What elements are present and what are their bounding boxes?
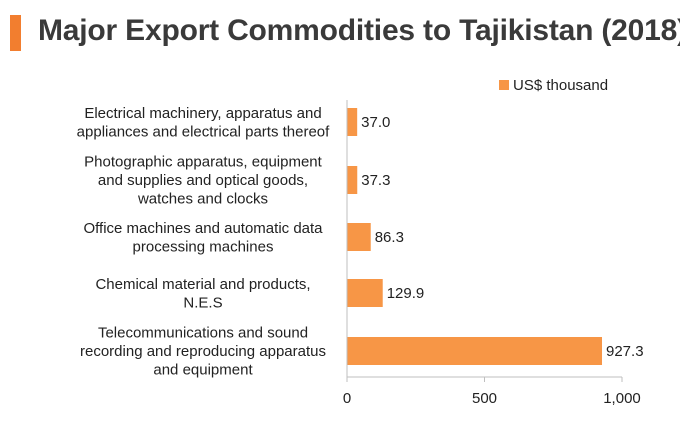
category-label: Office machines and automatic data proces… [83,220,323,256]
category-label: Chemical material and products, N.E.S [95,276,310,312]
legend-label: US$ thousand [513,77,608,94]
bar [347,223,371,251]
category-labels: Electrical machinery, apparatus and appli… [77,105,330,379]
bar [347,166,358,194]
value-label: 129.9 [387,285,425,302]
value-label: 37.0 [361,114,390,131]
value-labels: 37.0 37.3 86.3 129.9 927.3 [361,114,643,360]
bar [347,337,603,365]
title-accent-bar [10,15,21,51]
value-label: 86.3 [375,229,404,246]
legend-swatch [499,80,509,90]
chart-title: Major Export Commodities to Tajikistan (… [38,14,680,47]
legend: US$ thousand [499,77,608,94]
x-tick-label: 1,000 [603,390,641,407]
x-tick-label: 0 [343,390,351,407]
bar [347,279,383,307]
category-label: Electrical machinery, apparatus and appli… [77,105,330,141]
x-tick-label: 500 [472,390,497,407]
value-label: 37.3 [361,172,390,189]
bars [347,108,603,365]
bar [347,108,358,136]
x-axis: 0 500 1,000 [343,100,641,407]
category-label: Photographic apparatus, equipment and sup… [84,154,322,208]
value-label: 927.3 [606,343,644,360]
category-label: Telecommunications and sound recording an… [80,325,326,379]
